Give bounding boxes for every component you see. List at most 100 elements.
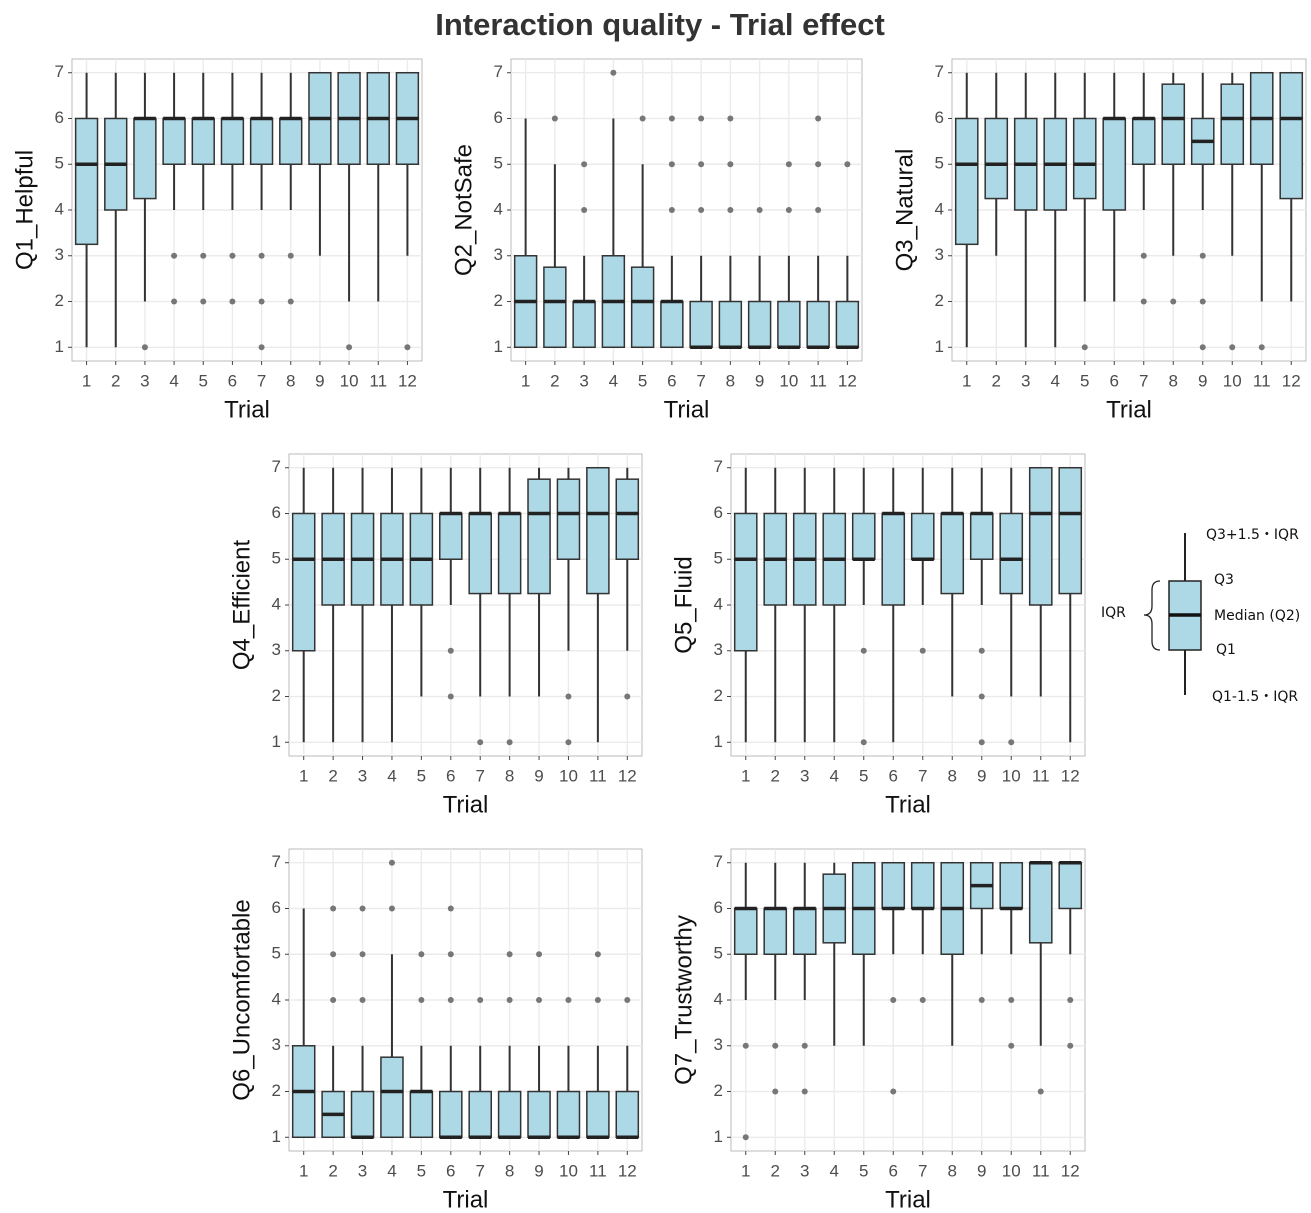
x-tick-label: 10: [779, 371, 798, 390]
outlier: [388, 905, 395, 912]
outlier: [978, 647, 985, 654]
box: [1161, 83, 1186, 165]
box: [940, 512, 965, 595]
x-tick-label: 12: [838, 371, 857, 390]
outlier: [477, 739, 484, 746]
x-tick-label: 11: [809, 371, 827, 390]
outlier: [388, 859, 395, 866]
outlier: [860, 739, 867, 746]
outlier: [844, 161, 851, 168]
outlier: [565, 693, 572, 700]
x-tick-label: 5: [199, 371, 208, 390]
outlier: [785, 161, 792, 168]
outlier: [447, 647, 454, 654]
x-tick-label: 10: [559, 766, 578, 785]
key-q3: Q3: [1214, 572, 1234, 588]
outlier: [742, 1042, 749, 1049]
x-tick-label: 10: [1002, 766, 1021, 785]
y-tick-label: 6: [494, 108, 503, 127]
y-tick-label: 2: [272, 1081, 281, 1100]
outlier: [727, 161, 734, 168]
outlier: [978, 693, 985, 700]
outlier: [171, 252, 178, 259]
box: [291, 512, 316, 652]
outlier: [477, 997, 484, 1003]
x-tick-label: 8: [948, 766, 957, 785]
key-upper: Q3+1.5・IQR: [1206, 527, 1299, 543]
x-tick-label: 10: [1223, 371, 1242, 390]
y-tick-label: 2: [714, 1081, 723, 1100]
outlier: [698, 115, 705, 122]
x-tick-label: 6: [889, 1161, 898, 1180]
box: [777, 300, 801, 349]
outlier: [801, 1088, 808, 1095]
outlier: [1140, 298, 1147, 305]
outlier: [506, 951, 513, 958]
x-tick-label: 3: [579, 371, 588, 390]
x-tick-label: 6: [446, 766, 455, 785]
y-tick-label: 4: [935, 199, 944, 218]
outlier: [346, 344, 353, 351]
x-tick-label: 8: [286, 371, 295, 390]
x-tick-label: 3: [800, 1161, 809, 1180]
x-tick-label: 3: [140, 371, 149, 390]
outlier: [1199, 252, 1206, 259]
outlier: [1081, 344, 1088, 351]
x-tick-label: 7: [1139, 371, 1148, 390]
x-tick-label: 5: [638, 371, 647, 390]
y-tick-label: 5: [935, 154, 944, 173]
outlier: [698, 207, 705, 213]
y-tick-label: 4: [272, 989, 281, 1008]
box: [527, 478, 551, 595]
x-tick-label: 4: [1051, 371, 1060, 390]
outlier: [418, 997, 425, 1003]
box: [133, 117, 157, 200]
box: [439, 512, 463, 560]
outlier: [1067, 997, 1074, 1003]
box: [630, 266, 655, 349]
y-tick-label: 7: [55, 62, 64, 81]
x-tick-label: 12: [398, 371, 417, 390]
x-tick-label: 12: [618, 766, 637, 785]
x-tick-label: 11: [1253, 371, 1271, 390]
y-axis-title: Q6_Uncomfortable: [228, 899, 255, 1100]
outlier: [506, 739, 513, 746]
y-tick-label: 7: [935, 62, 944, 81]
y-tick-label: 5: [494, 154, 503, 173]
outlier: [772, 1042, 779, 1049]
outlier: [418, 951, 425, 958]
x-tick-label: 2: [550, 371, 559, 390]
x-tick-label: 7: [475, 766, 484, 785]
outlier: [1140, 252, 1147, 259]
outlier: [1199, 298, 1206, 305]
x-tick-label: 4: [830, 1161, 839, 1180]
outlier: [1229, 344, 1236, 351]
box: [615, 1090, 640, 1139]
x-tick-label: 11: [369, 371, 387, 390]
x-tick-label: 11: [589, 1161, 607, 1180]
x-axis-title: Trial: [443, 791, 489, 818]
x-tick-label: 9: [534, 766, 543, 785]
box: [556, 1090, 581, 1139]
box: [1058, 861, 1083, 910]
x-tick-label: 12: [1061, 1161, 1080, 1180]
x-tick-label: 12: [1282, 371, 1301, 390]
y-tick-label: 1: [935, 337, 944, 356]
x-tick-label: 7: [475, 1161, 484, 1180]
y-tick-label: 4: [714, 594, 723, 613]
outlier: [1037, 1088, 1044, 1095]
x-tick-label: 1: [299, 1161, 308, 1180]
y-tick-label: 2: [714, 686, 723, 705]
x-tick-label: 2: [992, 371, 1001, 390]
x-tick-label: 1: [521, 371, 530, 390]
box: [984, 117, 1009, 200]
outlier: [141, 344, 148, 351]
outlier: [668, 161, 675, 168]
y-tick-label: 5: [272, 944, 281, 963]
outlier: [801, 1042, 808, 1049]
outlier: [1067, 1042, 1074, 1049]
x-tick-label: 12: [1061, 766, 1080, 785]
box: [792, 907, 817, 955]
outlier: [359, 905, 366, 912]
